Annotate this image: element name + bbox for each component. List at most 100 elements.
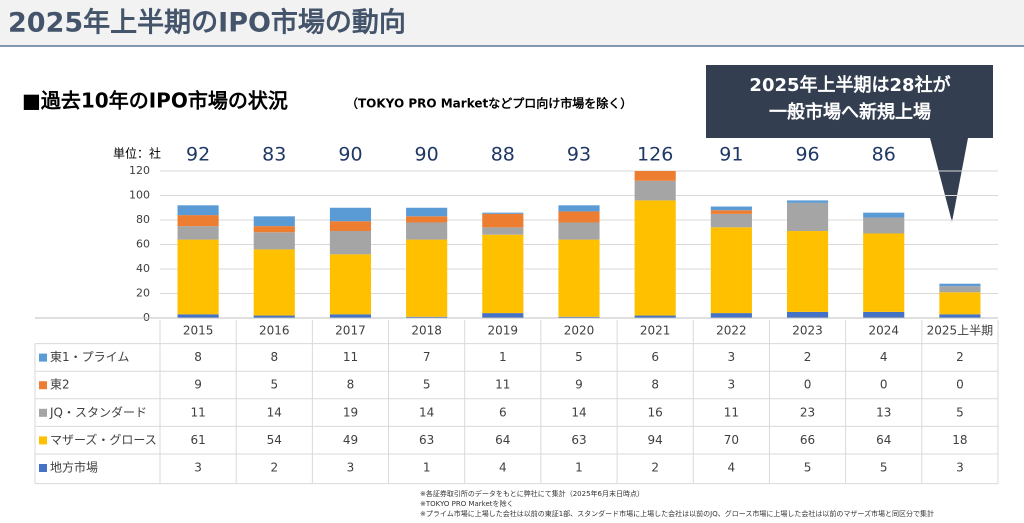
bar-segment [482,234,524,314]
y-tick-label: 80 [136,213,150,226]
legend-label: 地方市場 [50,460,98,475]
table-value: 11 [495,378,510,392]
table-value: 14 [419,405,434,419]
table-value: 54 [267,433,282,447]
table-value: 5 [880,461,888,475]
bar-segment [558,222,600,240]
bar-segment [177,314,219,318]
total-label: 83 [262,144,286,166]
x-tick-label: 2025上半期 [927,324,994,338]
bar-segment [634,315,676,318]
callout-line: 2025年上半期は28社が [749,74,950,96]
table-value: 64 [876,433,891,447]
table-value: 14 [267,405,282,419]
bar-segment [634,200,676,316]
table-value: 13 [876,405,891,419]
table-value: 5 [270,378,278,392]
table-value: 5 [804,461,812,475]
table-value: 0 [956,378,964,392]
total-label: 93 [567,144,591,166]
bar-segment [863,233,905,312]
table-value: 11 [343,350,358,364]
bar-segment [253,226,295,233]
y-tick-label: 20 [136,287,150,300]
legend-swatch [39,408,47,417]
legend-label: マザーズ・グロース [50,432,157,447]
bar-segment [329,231,372,255]
bar-segment [939,283,981,287]
bar-segment [253,249,295,316]
y-tick-label: 120 [129,164,150,177]
table-value: 8 [651,378,659,392]
legend-swatch [39,464,47,472]
footnote: ※TOKYO PRO Marketを除く [420,499,514,508]
bar-segment [710,210,752,214]
bars [177,171,981,318]
legend-label: 東2 [50,378,70,392]
bar-segment [710,227,752,314]
callout-line: 一般市場へ新規上場 [769,101,931,123]
bar-segment [786,202,829,232]
table-value: 5 [575,350,583,364]
table-value: 9 [194,378,202,392]
footnote: ※プライム市場に上場した会社は以前の東証1部、スタンダード市場に上場した会社は以… [420,509,934,518]
bar-segment [177,215,219,227]
table-value: 3 [728,350,736,364]
table-value: 66 [800,433,815,447]
bar-segment [558,239,600,317]
table-value: 11 [724,405,739,419]
bar-segment [634,171,676,181]
legend-swatch [39,381,47,390]
table-value: 1 [575,461,583,475]
bar-segment [406,216,448,223]
table-value: 61 [190,433,205,447]
table-value: 1 [423,461,431,475]
table-value: 3 [194,461,202,475]
total-label: 88 [491,144,515,166]
x-tick-label: 2024 [868,324,899,338]
bar-segment [863,311,905,318]
bar-segment [177,226,219,240]
legend-swatch [39,353,47,362]
bar-segment [406,239,448,317]
table-value: 3 [956,461,964,475]
table-value: 4 [880,350,888,364]
title-band [0,0,1024,46]
y-tick-label: 100 [129,189,150,202]
bar-segment [253,216,295,227]
x-tick-label: 2017 [335,324,366,338]
x-tick-label: 2015 [183,324,214,338]
bar-segment [558,211,600,223]
table-value: 3 [728,378,736,392]
bar-segment [482,213,524,228]
table-value: 0 [804,378,812,392]
bar-segment [482,227,524,235]
table-value: 4 [499,461,507,475]
total-label: 86 [872,144,896,166]
bar-segment [177,205,219,216]
bar-segment [939,314,981,318]
bar-segment [710,213,752,228]
bar-segment [863,212,905,218]
total-label: 90 [338,144,362,166]
bar-segment [558,316,600,318]
total-label: 96 [795,144,819,166]
bar-segment [253,315,295,318]
table-value: 2 [804,350,812,364]
table-value: 8 [194,350,202,364]
table-value: 6 [499,405,507,419]
bar-segment [406,222,448,240]
x-tick-label: 2019 [488,324,519,338]
table-value: 6 [651,350,659,364]
bar-segment [710,313,752,318]
x-tick-label: 2023 [792,324,823,338]
page-title: 2025年上半期のIPO市場の動向 [8,7,406,39]
y-tick-label: 60 [136,238,150,251]
table-value: 2 [651,461,659,475]
y-tick-label: 40 [136,262,150,275]
table-value: 3 [347,461,355,475]
total-label: 92 [186,144,210,166]
callout-box [706,65,993,222]
